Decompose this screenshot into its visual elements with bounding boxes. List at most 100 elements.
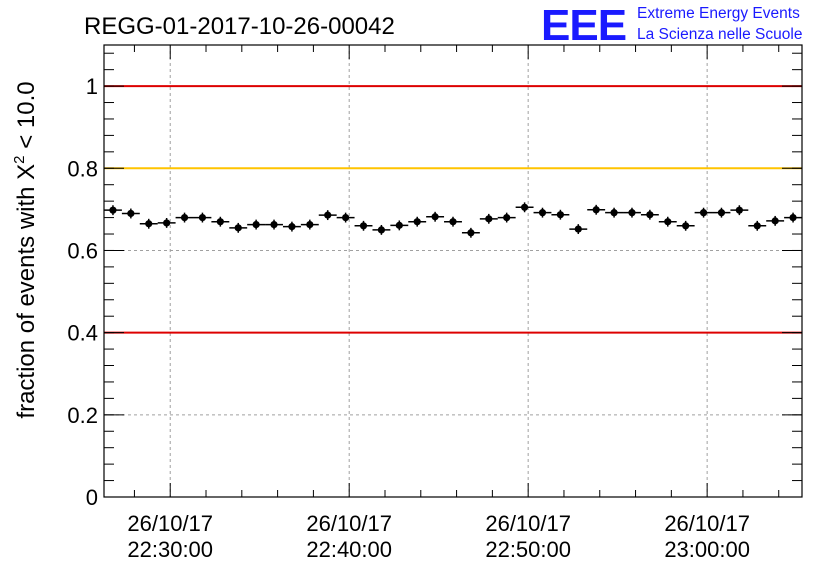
marker — [646, 211, 654, 219]
marker — [556, 211, 564, 219]
marker — [288, 223, 296, 231]
marker — [342, 213, 350, 222]
marker — [252, 220, 260, 229]
data-point-37 — [766, 215, 785, 226]
x-tick-label-time: 22:30:00 — [127, 537, 213, 562]
x-tick-label-date: 26/10/17 — [127, 511, 213, 536]
data-point-32 — [676, 220, 695, 231]
x-tick-label-time: 22:50:00 — [485, 537, 571, 562]
marker — [145, 220, 153, 228]
axes: 00.20.40.60.8126/10/1722:30:0026/10/1722… — [67, 44, 803, 562]
data-point-33 — [694, 207, 713, 218]
y-tick-label: 0.8 — [67, 156, 98, 181]
marker — [538, 209, 547, 217]
data-points — [104, 202, 802, 238]
marker — [699, 209, 708, 217]
marker — [198, 213, 207, 222]
marker — [717, 209, 726, 217]
data-point-4 — [175, 212, 194, 223]
data-point-11 — [300, 219, 319, 230]
data-point-23 — [515, 202, 534, 213]
marker — [306, 220, 314, 229]
marker — [180, 213, 189, 222]
data-point-3 — [157, 217, 176, 228]
marker — [682, 222, 690, 230]
x-tick-label-date: 26/10/17 — [306, 511, 392, 536]
data-point-6 — [211, 216, 230, 227]
marker — [753, 222, 761, 230]
data-point-22 — [497, 212, 516, 223]
marker — [467, 229, 475, 237]
logo-mark: EEE — [541, 1, 626, 50]
data-point-31 — [658, 216, 677, 227]
data-point-15 — [372, 224, 391, 235]
data-point-9 — [265, 219, 283, 230]
marker — [163, 219, 171, 227]
data-point-1 — [121, 208, 140, 219]
data-point-14 — [354, 220, 373, 231]
x-tick-label-time: 22:40:00 — [306, 537, 392, 562]
marker — [413, 218, 421, 226]
data-point-28 — [605, 207, 624, 218]
data-point-25 — [551, 209, 570, 220]
marker — [628, 209, 636, 217]
marker — [234, 224, 242, 232]
data-point-19 — [444, 216, 462, 227]
y-tick-label: 0.2 — [67, 403, 98, 428]
x-tick-label-date: 26/10/17 — [485, 511, 571, 536]
x-tick-label-time: 23:00:00 — [664, 537, 750, 562]
marker — [485, 215, 493, 223]
data-point-18 — [426, 211, 445, 222]
x-tick-label-date: 26/10/17 — [664, 511, 750, 536]
data-point-17 — [408, 216, 427, 227]
marker — [270, 220, 278, 229]
marker — [109, 206, 117, 214]
marker — [449, 218, 457, 226]
marker — [610, 209, 618, 217]
marker — [520, 203, 529, 211]
marker — [503, 213, 511, 222]
data-point-13 — [336, 212, 355, 223]
logo-line-1: Extreme Energy Events — [637, 5, 800, 22]
data-point-26 — [569, 224, 588, 235]
marker — [574, 225, 582, 233]
data-point-5 — [193, 212, 212, 223]
data-point-34 — [712, 207, 731, 218]
logo-line-2: La Scienza nelle Scuole — [637, 26, 802, 43]
marker — [771, 217, 779, 225]
y-tick-label: 1 — [86, 74, 98, 99]
data-point-35 — [730, 205, 749, 216]
y-axis-label: fraction of events with X2 < 10.0 — [11, 81, 40, 418]
data-point-8 — [247, 219, 266, 230]
data-point-30 — [640, 209, 659, 220]
data-point-16 — [390, 220, 409, 231]
chart-title: REGG-01-2017-10-26-00042 — [84, 13, 395, 40]
marker — [735, 206, 743, 214]
marker — [359, 222, 368, 230]
y-tick-label: 0 — [86, 485, 98, 510]
marker — [127, 209, 135, 218]
reference-lines — [104, 85, 802, 334]
data-point-29 — [623, 207, 641, 218]
marker — [664, 218, 672, 226]
data-point-12 — [318, 210, 337, 221]
data-point-10 — [282, 221, 301, 232]
y-tick-label: 0.4 — [67, 321, 98, 346]
marker — [324, 211, 332, 219]
grid — [104, 45, 802, 497]
data-point-7 — [229, 222, 248, 233]
data-point-2 — [139, 218, 158, 229]
marker — [377, 226, 386, 234]
marker — [216, 218, 224, 226]
plot-frame — [103, 44, 803, 498]
data-point-0 — [104, 205, 122, 216]
y-tick-label: 0.6 — [67, 238, 98, 263]
data-point-21 — [479, 213, 498, 224]
data-point-36 — [748, 220, 767, 231]
marker — [592, 206, 600, 214]
data-point-27 — [587, 204, 606, 215]
eee-logo: EEE Extreme Energy Events La Scienza nel… — [541, 1, 802, 50]
data-point-24 — [533, 207, 552, 218]
marker — [395, 221, 403, 229]
